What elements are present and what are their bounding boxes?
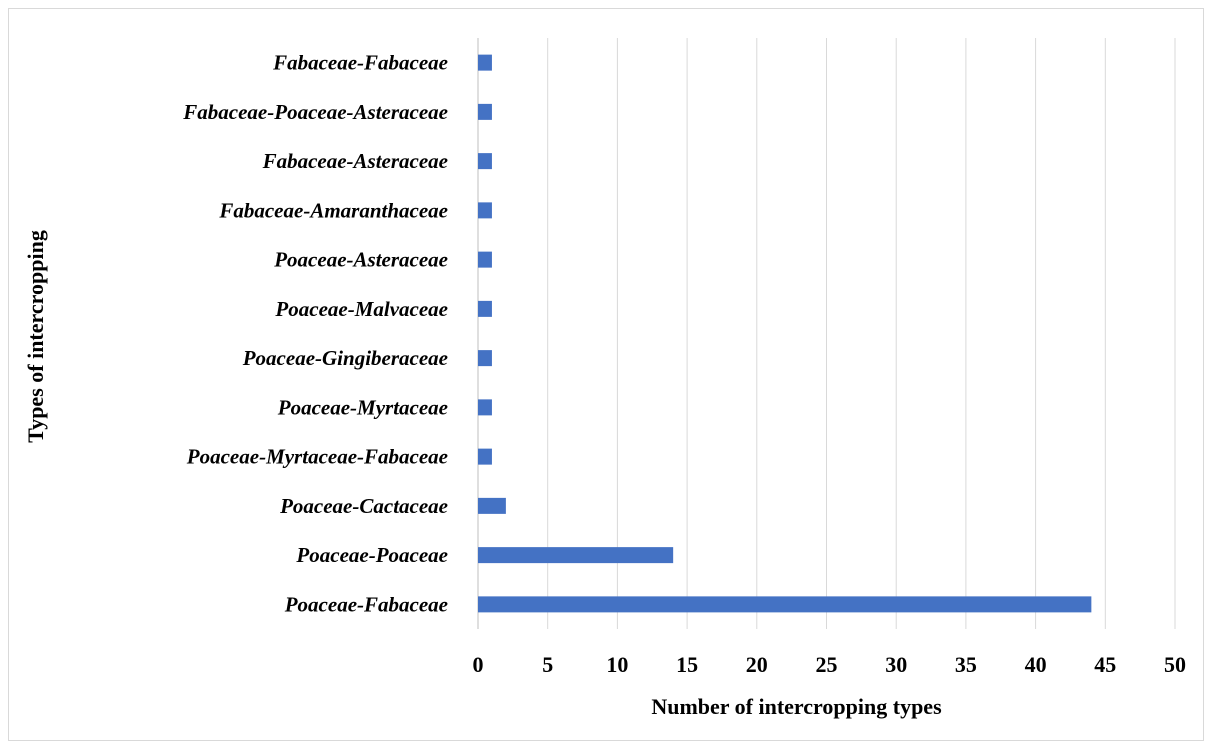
- bar: [478, 547, 674, 564]
- bar: [478, 251, 492, 268]
- y-axis-title: Types of intercropping: [23, 230, 48, 443]
- bar: [478, 399, 492, 416]
- category-label: Fabaceae-Fabaceae: [272, 51, 448, 75]
- category-label: Poaceae-Fabaceae: [284, 592, 448, 616]
- x-tick-label: 20: [746, 652, 768, 677]
- bar: [478, 596, 1092, 613]
- x-tick-label: 35: [955, 652, 977, 677]
- bar: [478, 153, 492, 170]
- x-tick-label: 0: [473, 652, 484, 677]
- bar: [478, 497, 506, 514]
- bars: [478, 54, 1092, 613]
- category-label: Fabaceae-Asteraceae: [262, 149, 448, 173]
- category-label: Poaceae-Asteraceae: [273, 248, 448, 272]
- gridlines: [547, 38, 1176, 629]
- category-labels: Poaceae-Fabaceae Poaceae-Poaceae Poaceae-C…: [182, 51, 448, 617]
- category-label: Poaceae-Myrtaceae-Fabaceae: [186, 445, 448, 469]
- bar: [478, 350, 492, 367]
- chart-frame: [8, 8, 1204, 741]
- x-tick-label: 5: [542, 652, 553, 677]
- bar: [478, 202, 492, 219]
- x-tick-label: 10: [606, 652, 628, 677]
- bar: [478, 54, 492, 71]
- category-label: Poaceae-Cactaceae: [279, 494, 448, 518]
- x-tick-label: 15: [676, 652, 698, 677]
- category-label: Fabaceae-Amaranthaceae: [218, 198, 448, 222]
- x-tick-labels: 0 5 10 15 20 25 30 35 40 45 50: [473, 652, 1187, 677]
- bar: [478, 103, 492, 120]
- category-label: Fabaceae-Poaceae-Asteraceae: [182, 100, 448, 124]
- bar: [478, 448, 492, 465]
- category-label: Poaceae-Poaceae: [295, 543, 448, 567]
- x-tick-label: 50: [1164, 652, 1186, 677]
- x-tick-label: 30: [885, 652, 907, 677]
- x-tick-label: 45: [1094, 652, 1116, 677]
- bar: [478, 300, 492, 317]
- category-label: Poaceae-Gingiberaceae: [242, 346, 448, 370]
- x-axis-title: Number of intercropping types: [651, 694, 942, 719]
- x-tick-label: 40: [1025, 652, 1047, 677]
- category-label: Poaceae-Malvaceae: [274, 297, 448, 321]
- category-label: Poaceae-Myrtaceae: [277, 395, 448, 419]
- x-tick-label: 25: [816, 652, 838, 677]
